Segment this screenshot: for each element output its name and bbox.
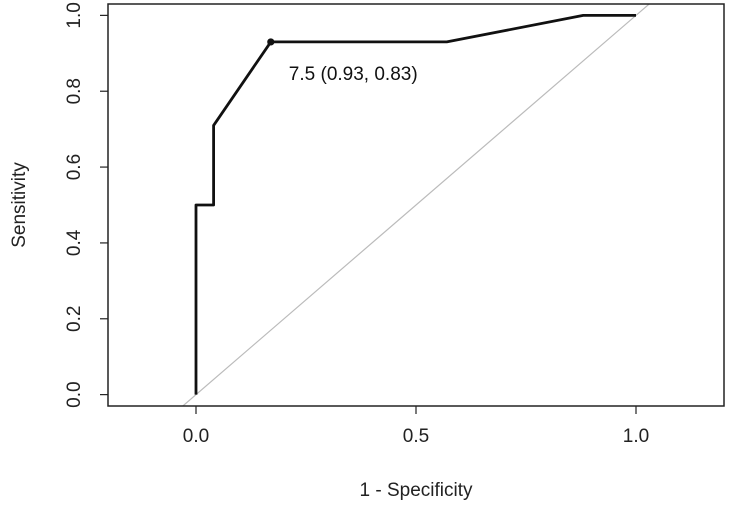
roc-curve-line <box>194 13 636 395</box>
x-tick-label: 0.0 <box>183 426 209 447</box>
plot-frame <box>107 3 725 407</box>
annotation-layer: 7.5 (0.93, 0.83) <box>267 38 418 85</box>
y-tick-label: 0.4 <box>64 229 85 256</box>
x-tick-label: 1.0 <box>623 426 649 447</box>
y-tick-label: 0.2 <box>64 306 85 332</box>
y-tick-label: 0.6 <box>64 154 85 180</box>
y-tick-label: 0.8 <box>64 78 85 104</box>
y-tick-label: 0.0 <box>64 381 85 407</box>
optimal-cutoff-point <box>267 38 275 46</box>
x-tick-label: 0.5 <box>403 426 429 447</box>
series-layer <box>194 13 636 395</box>
y-axis-title: Sensitivity <box>9 162 30 248</box>
optimal-cutoff-label: 7.5 (0.93, 0.83) <box>289 64 418 85</box>
y-tick-label: 1.0 <box>64 2 85 28</box>
ticks-layer: 0.0 0.5 1.0 0.0 0.2 0.4 0.6 0.8 1.0 <box>64 2 649 447</box>
reference-diagonal-line <box>181 4 651 406</box>
x-axis-title: 1 - Specificity <box>360 480 473 501</box>
reference-layer <box>181 4 651 406</box>
